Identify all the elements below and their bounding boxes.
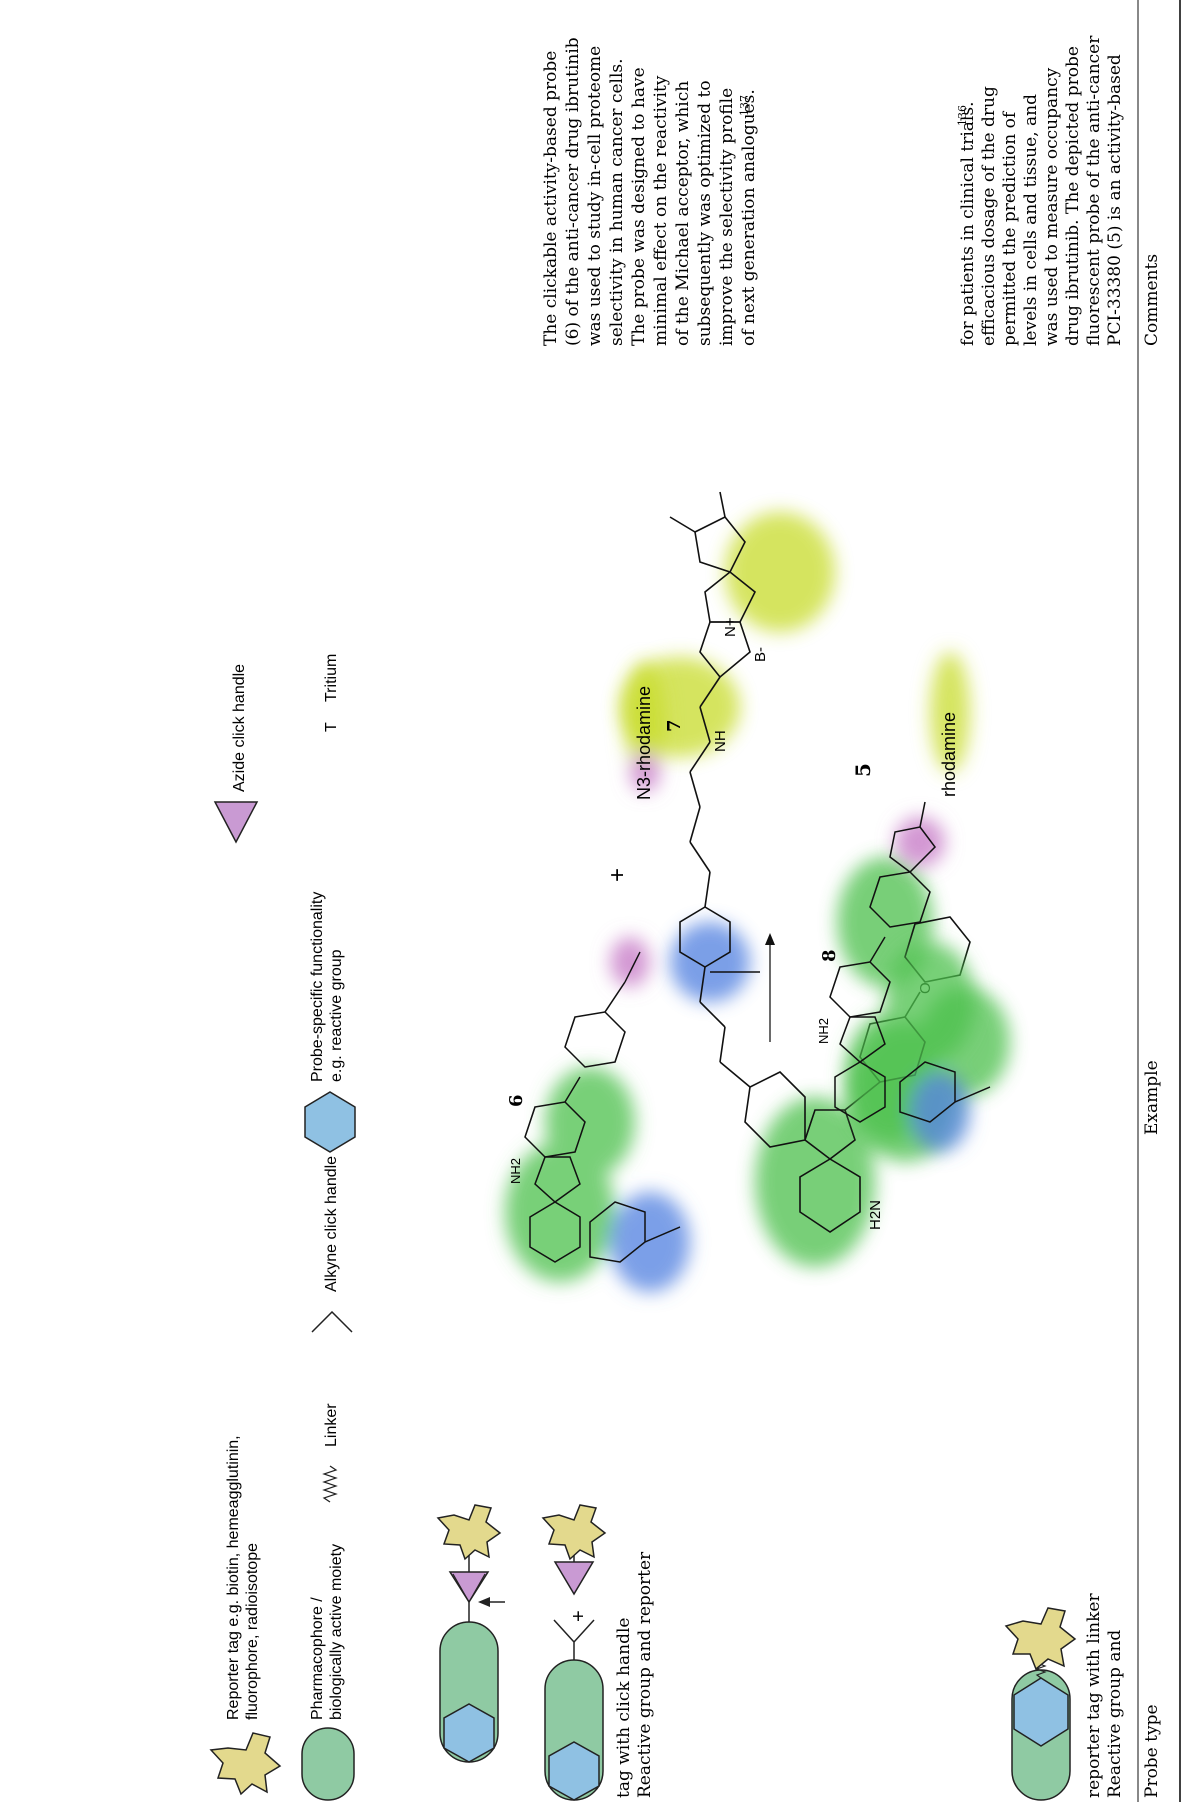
row2-comments: The clickable activity-based probe (6) o… xyxy=(541,37,759,346)
row1-comment-line: drug ibrutinib. The depicted probe xyxy=(1063,46,1083,346)
legend-reporter-line2: fluorophore, radioisotope xyxy=(244,1543,261,1720)
compound-7-number: 7 xyxy=(664,719,685,732)
row2-comment-line: The clickable activity-based probe xyxy=(541,51,561,346)
row2-star-top-icon xyxy=(541,1504,607,1561)
n3-rhodamine-label: N3-rhodamine xyxy=(634,686,654,800)
legend-t-letter-icon: T xyxy=(323,722,340,732)
legend-star-icon xyxy=(209,1732,282,1796)
row1-probe-type: Reactive group and reporter tag with lin… xyxy=(1004,1593,1125,1801)
row2-comment-line: minimal effect on the reactivity xyxy=(651,75,671,346)
row2-triazole-triangle-icon xyxy=(448,1571,490,1604)
legend-chevron-icon xyxy=(311,1310,353,1333)
legend-azide: Azide click handle xyxy=(231,664,248,792)
header-probe-type: Probe type xyxy=(1142,1704,1162,1798)
row1-comment-line: for patients in clinical trials. xyxy=(958,102,978,346)
legend-wavy-line-icon xyxy=(322,1465,338,1503)
reaction-arrow-head xyxy=(765,933,775,945)
row2-arrow xyxy=(478,1597,490,1607)
legend-pharmacophore-line2: biologically active moiety xyxy=(328,1544,345,1720)
atom-nh2-8: NH2 xyxy=(816,1018,831,1044)
row1-probe-type-line1: Reactive group and xyxy=(1105,1630,1125,1798)
row1-comment-line: efficacious dosage of the drug xyxy=(979,86,999,346)
compound-6-glows xyxy=(505,652,975,1292)
row2-alkyne-chevron-icon xyxy=(553,1619,595,1660)
row2-azide-triangle-icon xyxy=(553,1561,595,1596)
compound-5-number: 5 xyxy=(851,763,875,777)
compound-6-bonds xyxy=(524,951,681,1263)
legend-hexagon-icon xyxy=(304,1091,356,1153)
rotated-table: Probe type Example Comments Reactive gro… xyxy=(209,0,1181,1802)
compound-6-number: 6 xyxy=(506,1094,527,1107)
row2-star-bottom-icon xyxy=(436,1504,502,1561)
row2-hexagon-top-icon xyxy=(548,1741,600,1801)
row1-probe-type-line2: reporter tag with linker xyxy=(1084,1593,1104,1798)
row1-comments: PCI-33380 (5) is an activity-based fluor… xyxy=(956,35,1125,346)
legend-reporter-line1: Reporter tag e.g. biotin, hemeagglutinin… xyxy=(225,1435,242,1720)
legend-probe-specific-line2: e.g. reactive group xyxy=(328,949,345,1082)
legend-linker: Linker xyxy=(323,1403,340,1447)
row1-comment-line: was used to measure occupancy xyxy=(1042,67,1062,346)
row1-comment-line: permitted the prediction of xyxy=(1000,110,1020,346)
row2-plus: + xyxy=(568,1610,590,1622)
rhodamine-label-8: rhodamine xyxy=(939,712,959,797)
row2-comment-line: was used to study in-cell proteome xyxy=(585,46,605,346)
atom-nplus: N+ xyxy=(722,617,739,637)
compound-8-bonds xyxy=(829,801,991,1123)
row2-comment-line: of the Michael acceptor, which xyxy=(673,81,693,346)
legend: Pharmacophore / biologically active moie… xyxy=(209,654,356,1801)
row2-comment-line: selectivity in human cancer cells. xyxy=(607,58,627,346)
row1-comment-line: fluorescent probe of the anti-cancer xyxy=(1084,35,1104,346)
atom-nh2-6: NH2 xyxy=(508,1158,523,1184)
row2-comment-line: subsequently was optimized to xyxy=(695,80,715,346)
atom-bminus: B- xyxy=(752,647,769,662)
row2-reference: 137 xyxy=(738,95,751,116)
row1-comment-line: PCI-33380 (5) is an activity-based xyxy=(1105,54,1125,346)
compound-5-glows xyxy=(620,512,1010,1267)
legend-probe-specific-line1: Probe-specific functionality xyxy=(309,892,326,1082)
row1-reference: 136 xyxy=(956,105,969,126)
row1-comment-line: levels in cells and tissue, and xyxy=(1021,94,1041,346)
row2-comment-line: improve the selectivity profile xyxy=(717,88,737,346)
header-comments: Comments xyxy=(1142,254,1162,346)
row2-probe-type-line2: tag with click handle xyxy=(614,1618,634,1798)
click-reaction-scheme: NH2 6 + N3-rhodamine 7 NH2 rhodamine 8 xyxy=(505,652,991,1292)
legend-tritium: Tritium xyxy=(323,654,340,702)
row2-comment-line: The probe was designed to have xyxy=(629,67,649,346)
legend-pharmacophore-line1: Pharmacophore / xyxy=(309,1597,326,1720)
atom-h2n: H2N xyxy=(867,1200,884,1230)
atom-nh: NH xyxy=(712,730,729,752)
legend-triangle-icon xyxy=(213,801,259,844)
plus-sign: + xyxy=(604,868,631,882)
row2-comment-line: of next generation analogues. xyxy=(739,89,759,346)
row2-comment-line: (6) of the anti-cancer drug ibrutinib xyxy=(563,37,583,346)
compound-5-structure: H2N O NH N+ B- 5 xyxy=(620,491,1010,1267)
legend-alkyne: Alkyne click handle xyxy=(323,1156,340,1292)
header-example: Example xyxy=(1142,1060,1162,1135)
compound-8-number: 8 xyxy=(819,949,840,962)
legend-capsule-icon xyxy=(301,1727,355,1801)
row2-hexagon-bottom-icon xyxy=(443,1703,495,1763)
row2-probe-type-line1: Reactive group and reporter xyxy=(635,1551,655,1798)
row2-probe-type: Reactive group and reporter tag with cli… xyxy=(436,1504,655,1801)
row1-star-icon xyxy=(1004,1607,1077,1671)
